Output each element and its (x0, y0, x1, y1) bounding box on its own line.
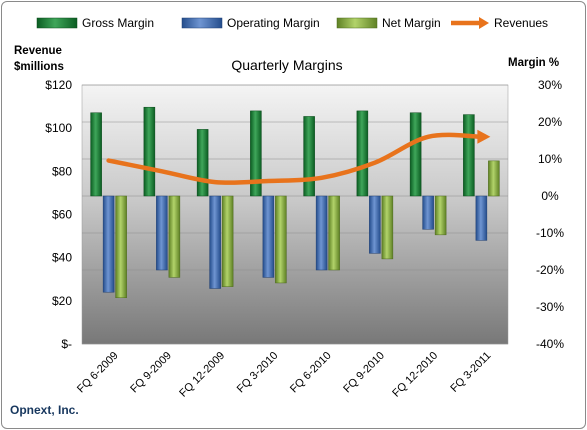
gross-margin-bar (90, 112, 102, 197)
gross-margin-bar (409, 112, 422, 197)
net-margin-bar (381, 195, 394, 260)
company-name: Opnext, Inc. (10, 403, 79, 417)
left-tick-label: $60 (52, 208, 72, 222)
legend-revenues-arrow (479, 17, 489, 29)
net-margin-bar (488, 160, 500, 197)
legend: Gross Margin Operating Margin Net Margin Re… (36, 16, 548, 30)
legend-gross-margin-label: Gross Margin (82, 16, 154, 30)
gross-margin-bar (303, 116, 315, 197)
net-margin-bar (115, 195, 127, 298)
operating-margin-bar (209, 195, 221, 289)
revenue-line (106, 132, 484, 185)
right-axis-ticks: 30% 20% 10% 0% -10% -20% -30% -40% (536, 78, 564, 351)
right-tick-label: 0% (541, 189, 559, 203)
net-margin-bar (434, 195, 447, 236)
operating-margin-bar (262, 195, 275, 278)
legend-net-margin-label: Net Margin (382, 16, 441, 30)
legend-net-margin-swatch (336, 17, 378, 29)
operating-margin-bar (422, 195, 434, 230)
bar-series (90, 106, 500, 298)
chart-title: Quarterly Margins (231, 57, 342, 73)
net-margin-bar (328, 195, 340, 271)
legend-operating-margin-swatch (181, 17, 223, 29)
gross-margin-bar (250, 110, 262, 197)
gross-margin-bar (356, 110, 369, 197)
revenue-line-series (106, 129, 491, 185)
x-tick-label: FQ 9-2009 (128, 350, 174, 396)
x-tick-label: FQ 12-2010 (390, 350, 440, 400)
revenue-line-arrowhead (477, 129, 491, 144)
net-margin-bar (221, 195, 234, 287)
operating-margin-bar (369, 195, 381, 254)
legend-revenues-label: Revenues (494, 16, 548, 30)
operating-margin-bar (315, 195, 328, 271)
x-axis-ticks: FQ 6-2009 FQ 9-2009 FQ 12-2009 FQ 3-2010 FQ … (75, 350, 493, 400)
right-tick-label: -30% (536, 300, 564, 314)
x-tick-label: FQ 3-2011 (448, 350, 493, 395)
legend-gross-margin-swatch (36, 17, 78, 29)
right-tick-label: -40% (536, 337, 564, 351)
x-tick-label: FQ 12-2009 (177, 350, 227, 400)
left-tick-label: $20 (52, 294, 72, 308)
x-tick-label: FQ 6-2009 (75, 350, 121, 396)
gross-margin-bar (143, 106, 156, 197)
left-tick-label: $40 (52, 251, 72, 265)
net-margin-bar (275, 195, 287, 284)
net-margin-bar (168, 195, 181, 278)
left-axis-ticks: $120 $100 $80 $60 $40 $20 $- (45, 78, 72, 351)
x-tick-label: FQ 3-2010 (235, 350, 281, 396)
gross-margin-bar (463, 114, 475, 197)
right-tick-label: 10% (538, 152, 562, 166)
right-tick-label: -20% (536, 263, 564, 277)
left-axis-title-line2: $millions (14, 61, 64, 73)
x-tick-label: FQ 9-2010 (341, 350, 387, 396)
x-tick-label: FQ 6-2010 (288, 350, 334, 396)
left-tick-label: $- (61, 337, 72, 351)
left-axis-title-line1: Revenue (14, 45, 62, 57)
right-tick-label: 30% (538, 78, 562, 92)
right-tick-label: 20% (538, 115, 562, 129)
gross-margin-bar (196, 129, 209, 197)
operating-margin-bar (102, 195, 115, 293)
legend-operating-margin-label: Operating Margin (227, 16, 320, 30)
right-axis-title: Margin % (508, 57, 559, 69)
left-tick-label: $80 (52, 164, 72, 178)
operating-margin-bar (156, 195, 168, 271)
left-tick-label: $120 (45, 78, 72, 92)
operating-margin-bar (475, 195, 488, 241)
left-tick-label: $100 (45, 121, 72, 135)
right-tick-label: -10% (536, 226, 564, 240)
